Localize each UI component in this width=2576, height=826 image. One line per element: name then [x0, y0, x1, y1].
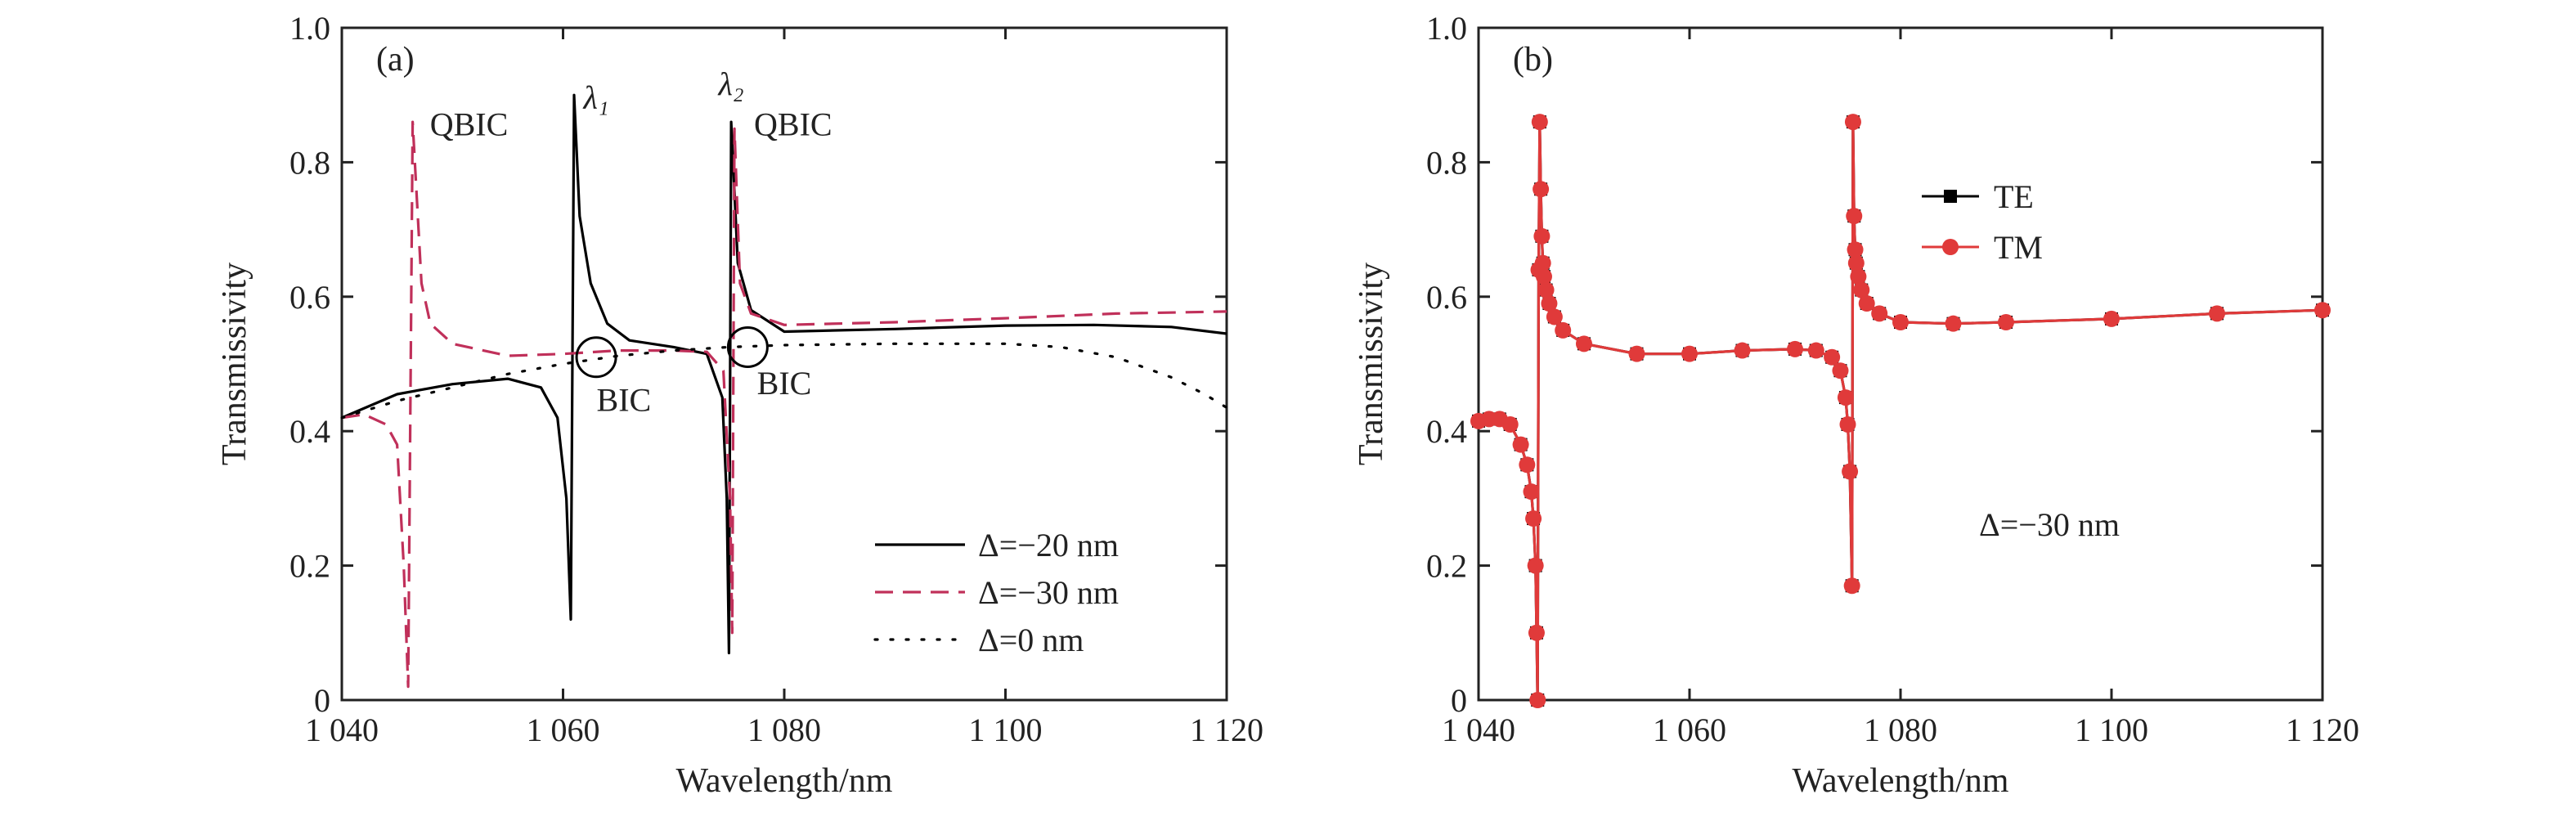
- b-x-tick-label: 1 120: [2286, 712, 2359, 748]
- b-tm-point: [1546, 308, 1563, 325]
- b-tm-point: [1945, 315, 1962, 332]
- b-tm-point: [1535, 268, 1552, 285]
- a-y-tick-label: 0: [314, 682, 330, 719]
- a-y-tick-label: 0.2: [289, 548, 330, 585]
- b-tm-point: [1853, 281, 1870, 299]
- a-series-line-2: [340, 342, 1228, 420]
- b-tm-point: [1534, 254, 1551, 272]
- a-annotation-label: QBIC: [430, 106, 509, 143]
- a-x-tick-label: 1 080: [747, 712, 821, 748]
- a-panel-label: (a): [376, 41, 415, 79]
- b-y-tick-label: 0.8: [1426, 144, 1467, 181]
- b-tm-point: [1531, 114, 1548, 131]
- b-tm-point: [1512, 436, 1529, 453]
- a-bic-circle-marker: [726, 325, 769, 368]
- b-delta-annotation: Δ=−30 nm: [1979, 506, 2120, 543]
- b-tm-point: [1847, 241, 1864, 258]
- a-y-tick-label: 0.8: [289, 144, 330, 181]
- b-tm-point: [1837, 389, 1854, 406]
- b-tm-point: [1844, 114, 1861, 131]
- b-y-tick-label: 0.2: [1426, 548, 1467, 585]
- b-x-tick-label: 1 060: [1653, 712, 1726, 748]
- b-tm-point: [1541, 295, 1558, 312]
- a-x-tick-label: 1 120: [1190, 712, 1263, 748]
- b-tm-point: [2209, 305, 2225, 322]
- b-tm-point: [1871, 305, 1888, 322]
- b-tm-point: [1807, 342, 1824, 359]
- b-tm-point: [1847, 254, 1865, 272]
- a-annotation-label: λ₁: [582, 79, 608, 116]
- a-x-tick-label: 1 060: [527, 712, 600, 748]
- b-tm-point: [1519, 456, 1536, 474]
- b-x-axis-label: Wavelength/nm: [1793, 762, 2009, 800]
- a-x-tick-label: 1 040: [305, 712, 379, 748]
- b-tm-point: [1527, 557, 1544, 574]
- a-y-axis-label: Transmissivity: [216, 263, 254, 465]
- b-tm-point: [1529, 692, 1546, 708]
- b-tm-point: [1533, 181, 1550, 198]
- b-legend-swatch-marker: [1944, 190, 1957, 203]
- a-y-tick-label: 1.0: [289, 10, 330, 47]
- b-tm-point: [1842, 463, 1859, 480]
- b-tm-point: [1846, 208, 1863, 225]
- b-y-tick-label: 0: [1451, 682, 1467, 719]
- b-tm-point: [1681, 345, 1698, 362]
- a-y-tick-label: 0.4: [289, 413, 330, 450]
- b-tm-point: [1555, 321, 1572, 339]
- b-tm-point: [1998, 314, 2014, 331]
- b-tm-point: [1533, 227, 1551, 245]
- a-series-line-1: [341, 120, 1227, 689]
- b-tm-point: [1832, 362, 1849, 379]
- a-legend-label: Δ=0 nm: [978, 622, 1084, 658]
- a-x-axis-label: Wavelength/nm: [676, 762, 893, 800]
- b-tm-point: [1628, 345, 1645, 362]
- a-y-tick-label: 0.6: [289, 279, 330, 316]
- b-tm-point: [1734, 342, 1751, 359]
- b-y-tick-label: 1.0: [1426, 10, 1467, 47]
- panel-b-chart: 1 040 1 060 1 080 1 100 1 120 0 0.2 0.4 0.6 0.8 1.…: [1353, 10, 2359, 800]
- b-tm-point: [1850, 268, 1867, 285]
- b-tm-point: [2103, 310, 2120, 327]
- b-tm-point: [1528, 624, 1545, 641]
- b-tm-point: [1525, 510, 1542, 527]
- b-panel-label: (b): [1513, 41, 1553, 79]
- b-tm-point: [1787, 340, 1803, 357]
- b-x-tick-label: 1 080: [1864, 712, 1937, 748]
- b-x-tick-label: 1 040: [1442, 712, 1515, 748]
- b-y-tick-label: 0.4: [1426, 413, 1467, 450]
- a-annotation-label: BIC: [757, 365, 812, 402]
- b-x-tick-label: 1 100: [2075, 712, 2148, 748]
- b-series-line-0: [1478, 120, 2323, 702]
- b-tm-point: [1858, 295, 1875, 312]
- b-y-tick-label: 0.6: [1426, 279, 1467, 316]
- b-legend-label: TM: [1994, 229, 2043, 266]
- b-series-line-1: [1478, 120, 2323, 702]
- b-tm-point: [1576, 335, 1592, 352]
- b-tm-point: [1892, 314, 1909, 331]
- a-bic-circle-marker: [575, 336, 617, 379]
- b-tm-point: [1523, 483, 1540, 501]
- b-tm-point: [2314, 302, 2331, 319]
- b-tm-point: [1839, 415, 1856, 433]
- b-legend-label: TE: [1994, 178, 2034, 215]
- b-legend-swatch-marker: [1942, 239, 1959, 255]
- a-series-line-0: [341, 93, 1227, 655]
- b-tm-point: [1843, 577, 1860, 595]
- b-tm-point: [1824, 348, 1841, 366]
- a-x-tick-label: 1 100: [969, 712, 1043, 748]
- b-y-axis-label: Transmissivity: [1353, 263, 1390, 465]
- a-annotation-label: QBIC: [754, 106, 832, 143]
- b-tm-point: [1501, 415, 1519, 433]
- panel-a-chart: 1 040 1 060 1 080 1 100 1 120 0 0.2 0.4 0.6 0.8 1.…: [216, 10, 1263, 800]
- b-plot-frame: [1477, 26, 2324, 702]
- a-legend-label: Δ=−30 nm: [978, 574, 1119, 611]
- a-legend-label: Δ=−20 nm: [978, 527, 1119, 563]
- a-annotation-label: λ₂: [717, 65, 743, 102]
- b-tm-point: [1537, 281, 1555, 299]
- a-annotation-label: BIC: [597, 382, 652, 419]
